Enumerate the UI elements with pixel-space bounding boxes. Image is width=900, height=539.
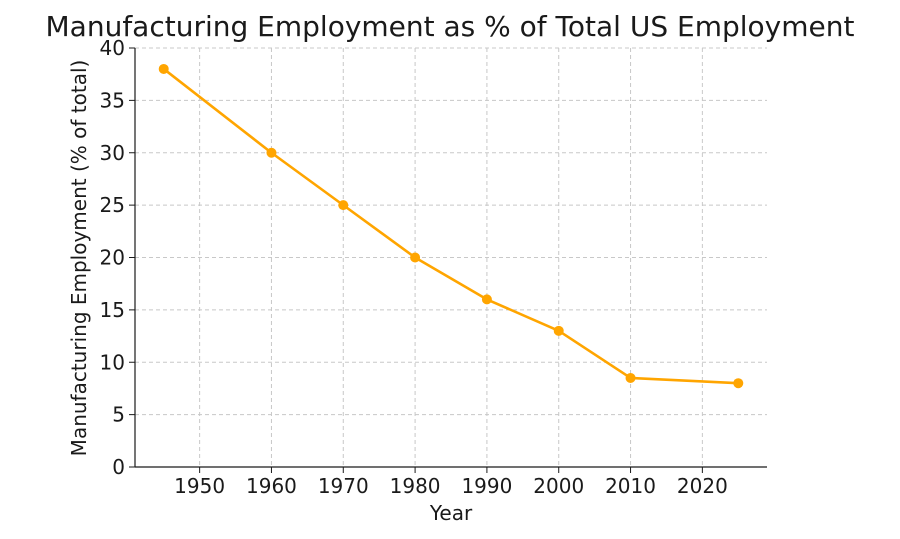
y-tick-label: 10	[100, 350, 125, 374]
y-tick-label: 35	[100, 88, 125, 112]
grid	[135, 47, 767, 468]
y-tick-label: 0	[112, 455, 125, 479]
y-tick-label: 30	[100, 141, 125, 165]
data-point	[733, 378, 744, 389]
x-tick-label: 2020	[677, 474, 728, 498]
x-tick-label: 2010	[605, 474, 656, 498]
x-tick-label: 1970	[318, 474, 369, 498]
x-tick-label: 1960	[246, 474, 297, 498]
x-tick-label: 1990	[461, 474, 512, 498]
y-tick-label: 5	[112, 403, 125, 427]
data-point	[410, 252, 421, 263]
data-point	[338, 200, 349, 211]
x-tick-label: 2000	[533, 474, 584, 498]
x-ticks: 1950 1960 1970 1980 1990 2000 2010 2020	[174, 467, 728, 498]
data-point	[553, 325, 564, 336]
y-ticks: 0 5 10 15 20 25 30 35 40	[100, 36, 135, 479]
y-axis-label: Manufacturing Employment (% of total)	[67, 60, 91, 457]
x-tick-label: 1950	[174, 474, 225, 498]
x-axis-label: Year	[429, 501, 473, 525]
data-point	[625, 372, 636, 383]
x-tick-label: 1980	[390, 474, 441, 498]
data-point	[158, 63, 169, 74]
y-tick-label: 25	[100, 193, 125, 217]
data-point	[481, 294, 492, 305]
y-tick-label: 15	[100, 298, 125, 322]
y-tick-label: 40	[100, 36, 125, 60]
chart-title: Manufacturing Employment as % of Total U…	[46, 10, 855, 43]
series-layer	[158, 63, 744, 389]
series-line	[162, 67, 739, 385]
data-point	[266, 147, 277, 158]
y-tick-label: 20	[100, 246, 125, 270]
